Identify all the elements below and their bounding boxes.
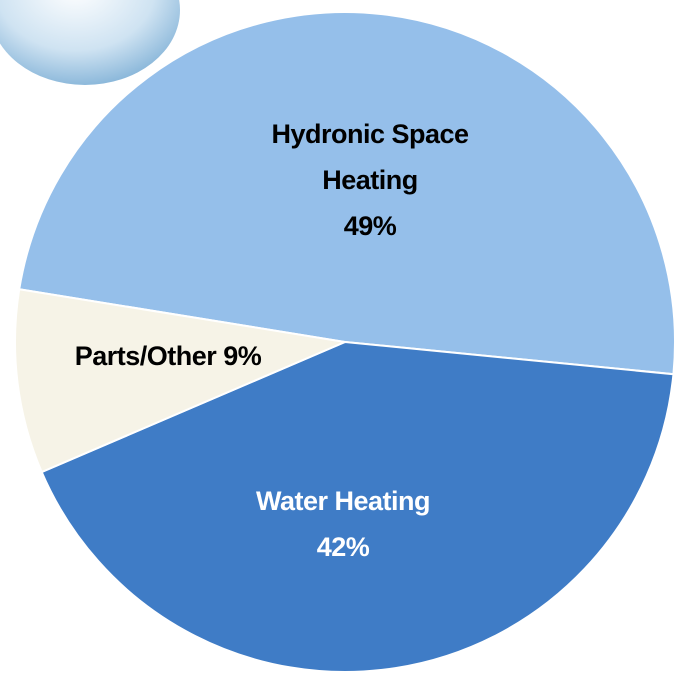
decorative-globe [0, 0, 180, 85]
slice-label: Parts/Other 9% [18, 333, 318, 379]
slice-name: Water Heating [255, 486, 431, 516]
slice-percent: 9% [223, 341, 262, 371]
slice-name: Hydronic Space Heating [271, 119, 469, 195]
pie-slice [14, 288, 349, 474]
slice-percent: 49% [343, 211, 397, 241]
pie-slice [40, 340, 675, 673]
slice-label: Water Heating 42% [213, 478, 473, 570]
slice-label: Hydronic Space Heating 49% [235, 111, 505, 249]
pie-slice [18, 11, 676, 376]
slice-percent: 42% [316, 532, 370, 562]
slice-name: Parts/Other [74, 341, 217, 371]
